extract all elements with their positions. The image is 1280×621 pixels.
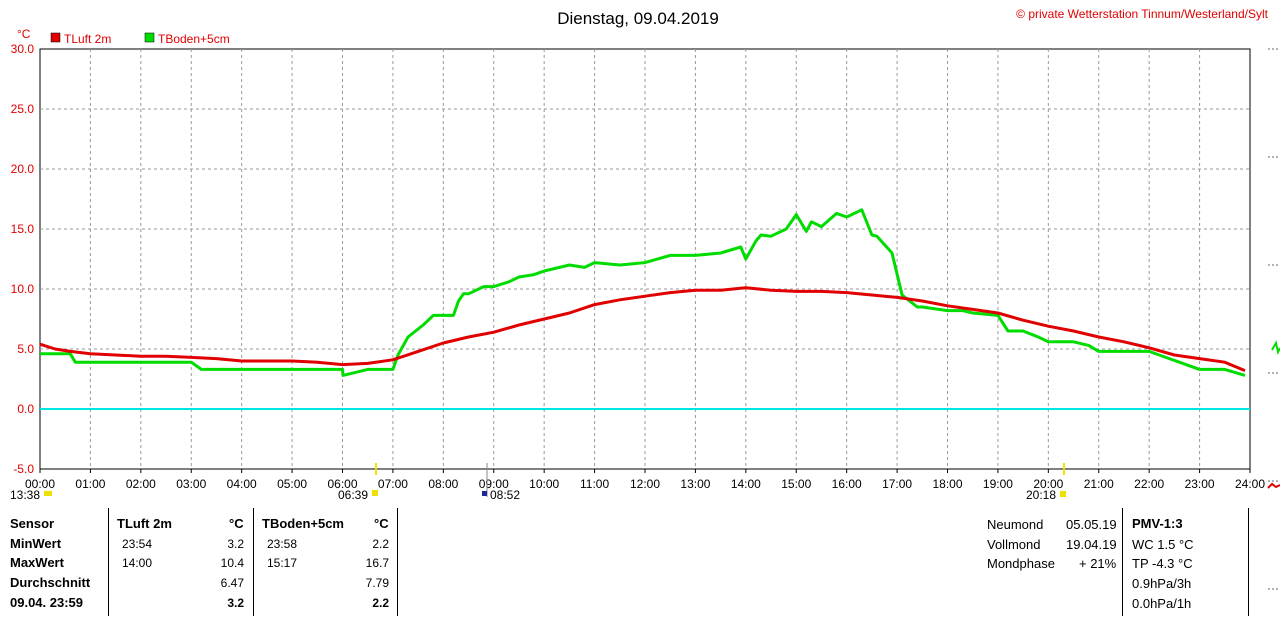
- x-tick-label: 23:00: [1185, 477, 1215, 491]
- x-tick-label: 14:00: [731, 477, 761, 491]
- y-tick-label: 15.0: [11, 222, 35, 236]
- right-axis-ticks: [1268, 48, 1280, 590]
- x-tick-label: 04:00: [227, 477, 257, 491]
- row-label-min: MinWert: [10, 536, 62, 551]
- max-t1-time: 14:00: [122, 556, 153, 570]
- header-sensor: Sensor: [10, 516, 55, 531]
- x-tick-label: 01:00: [75, 477, 105, 491]
- x-tick-label: 06:00: [327, 477, 357, 491]
- x-tick-label: 05:00: [277, 477, 307, 491]
- x-tick-label: 02:00: [126, 477, 156, 491]
- row-label-max: MaxWert: [10, 555, 64, 570]
- moon-value-vollmond: 19.04.19: [1066, 537, 1117, 552]
- x-axis-ticks: 00:00 01:00 02:00 03:00 04:00 05:00 06:00 07:00…: [25, 469, 1265, 491]
- pmv-line-2: TP -4.3 °C: [1132, 556, 1193, 571]
- x-tick-label: 10:00: [529, 477, 559, 491]
- header-unit2: °C: [374, 516, 389, 531]
- x-tick-label: 11:00: [580, 477, 609, 491]
- pmv-line-4: 0.0hPa/1h: [1132, 596, 1192, 611]
- avg-t2-val: 7.79: [365, 576, 389, 590]
- moon-value-phase: + 21%: [1079, 556, 1117, 571]
- current-t1-val: 3.2: [227, 596, 244, 610]
- x-tick-label: 22:00: [1134, 477, 1164, 491]
- legend-swatch-tboden: [144, 32, 155, 43]
- y-tick-label: 20.0: [11, 162, 35, 176]
- divider-5: [1248, 508, 1249, 616]
- header-tluft: TLuft 2m: [117, 516, 172, 531]
- x-tick-label: 08:00: [428, 477, 458, 491]
- min-t1-val: 3.2: [227, 537, 244, 551]
- legend-label-tluft: TLuft 2m: [64, 32, 111, 46]
- max-t1-val: 10.4: [220, 556, 244, 570]
- max-t2-val: 16.7: [365, 556, 389, 570]
- min-t2-time: 23:58: [267, 537, 298, 551]
- pmv-line-1: WC 1.5 °C: [1132, 537, 1194, 552]
- marker-label-now: 08:52: [490, 488, 520, 502]
- min-t1-time: 23:54: [122, 537, 153, 551]
- y-unit-label: °C: [17, 27, 31, 41]
- x-tick-label: 18:00: [932, 477, 962, 491]
- x-tick-label: 17:00: [882, 477, 912, 491]
- y-tick-label: 5.0: [17, 342, 34, 356]
- max-t2-time: 15:17: [267, 556, 298, 570]
- x-tick-label: 12:00: [630, 477, 660, 491]
- grid: [40, 49, 1250, 469]
- legend-swatch-tluft: [50, 32, 61, 43]
- x-tick-label: 00:00: [25, 477, 55, 491]
- moon-label-vollmond: Vollmond: [987, 537, 1041, 552]
- x-tick-label: 07:00: [378, 477, 408, 491]
- moon-label-phase: Mondphase: [987, 556, 1055, 571]
- legend-label-tboden: TBoden+5cm: [158, 32, 230, 46]
- x-tick-label: 24:00: [1235, 477, 1265, 491]
- avg-t1-val: 6.47: [220, 576, 244, 590]
- sun-icon-left: [44, 491, 52, 496]
- row-label-avg: Durchschnitt: [10, 575, 91, 590]
- copyright-label: © private Wetterstation Tinnum/Westerlan…: [1016, 7, 1269, 21]
- x-tick-label: 15:00: [781, 477, 811, 491]
- marker-label-sunrise: 06:39: [338, 488, 368, 502]
- x-tick-label: 16:00: [832, 477, 862, 491]
- y-axis-ticks: 30.0 25.0 20.0 15.0 10.0 5.0 0.0 -5.0: [11, 42, 35, 476]
- y-tick-label: 10.0: [11, 282, 35, 296]
- moon-value-neumond: 05.05.19: [1066, 517, 1117, 532]
- marker-label-sunset: 20:18: [1026, 488, 1056, 502]
- sun-icon-sunset: [1060, 491, 1066, 497]
- min-t2-val: 2.2: [372, 537, 389, 551]
- divider-4: [1122, 508, 1123, 616]
- divider-3: [397, 508, 398, 616]
- x-tick-label: 20:00: [1033, 477, 1063, 491]
- series-line-tluft: [39, 286, 1246, 372]
- divider-2: [253, 508, 254, 616]
- sun-icon-sunrise: [372, 490, 378, 496]
- y-tick-label: 30.0: [11, 42, 35, 56]
- moon-label-neumond: Neumond: [987, 517, 1044, 532]
- pmv-line-3: 0.9hPa/3h: [1132, 576, 1192, 591]
- x-tick-label: 19:00: [983, 477, 1013, 491]
- y-tick-label: 0.0: [17, 402, 34, 416]
- x-tick-label: 21:00: [1084, 477, 1114, 491]
- series-lines: [39, 208, 1250, 410]
- marker-label-left: 13:38: [10, 488, 40, 502]
- right-mini-green: [1271, 340, 1280, 355]
- right-mini-red: [1267, 482, 1280, 489]
- chart-title: Dienstag, 09.04.2019: [557, 9, 719, 28]
- x-tick-label: 03:00: [176, 477, 206, 491]
- now-icon: [482, 491, 487, 496]
- y-tick-label: 25.0: [11, 102, 35, 116]
- row-label-current: 09.04. 23:59: [10, 595, 84, 610]
- x-tick-label: 09:00: [479, 477, 509, 491]
- pmv-title: PMV-1:3: [1132, 516, 1183, 531]
- series-line-tboden: [40, 208, 1246, 377]
- current-t2-val: 2.2: [372, 596, 389, 610]
- y-tick-label: -5.0: [13, 462, 34, 476]
- header-tboden: TBoden+5cm: [262, 516, 344, 531]
- divider-1: [108, 508, 109, 616]
- header-unit1: °C: [229, 516, 244, 531]
- x-tick-label: 13:00: [680, 477, 710, 491]
